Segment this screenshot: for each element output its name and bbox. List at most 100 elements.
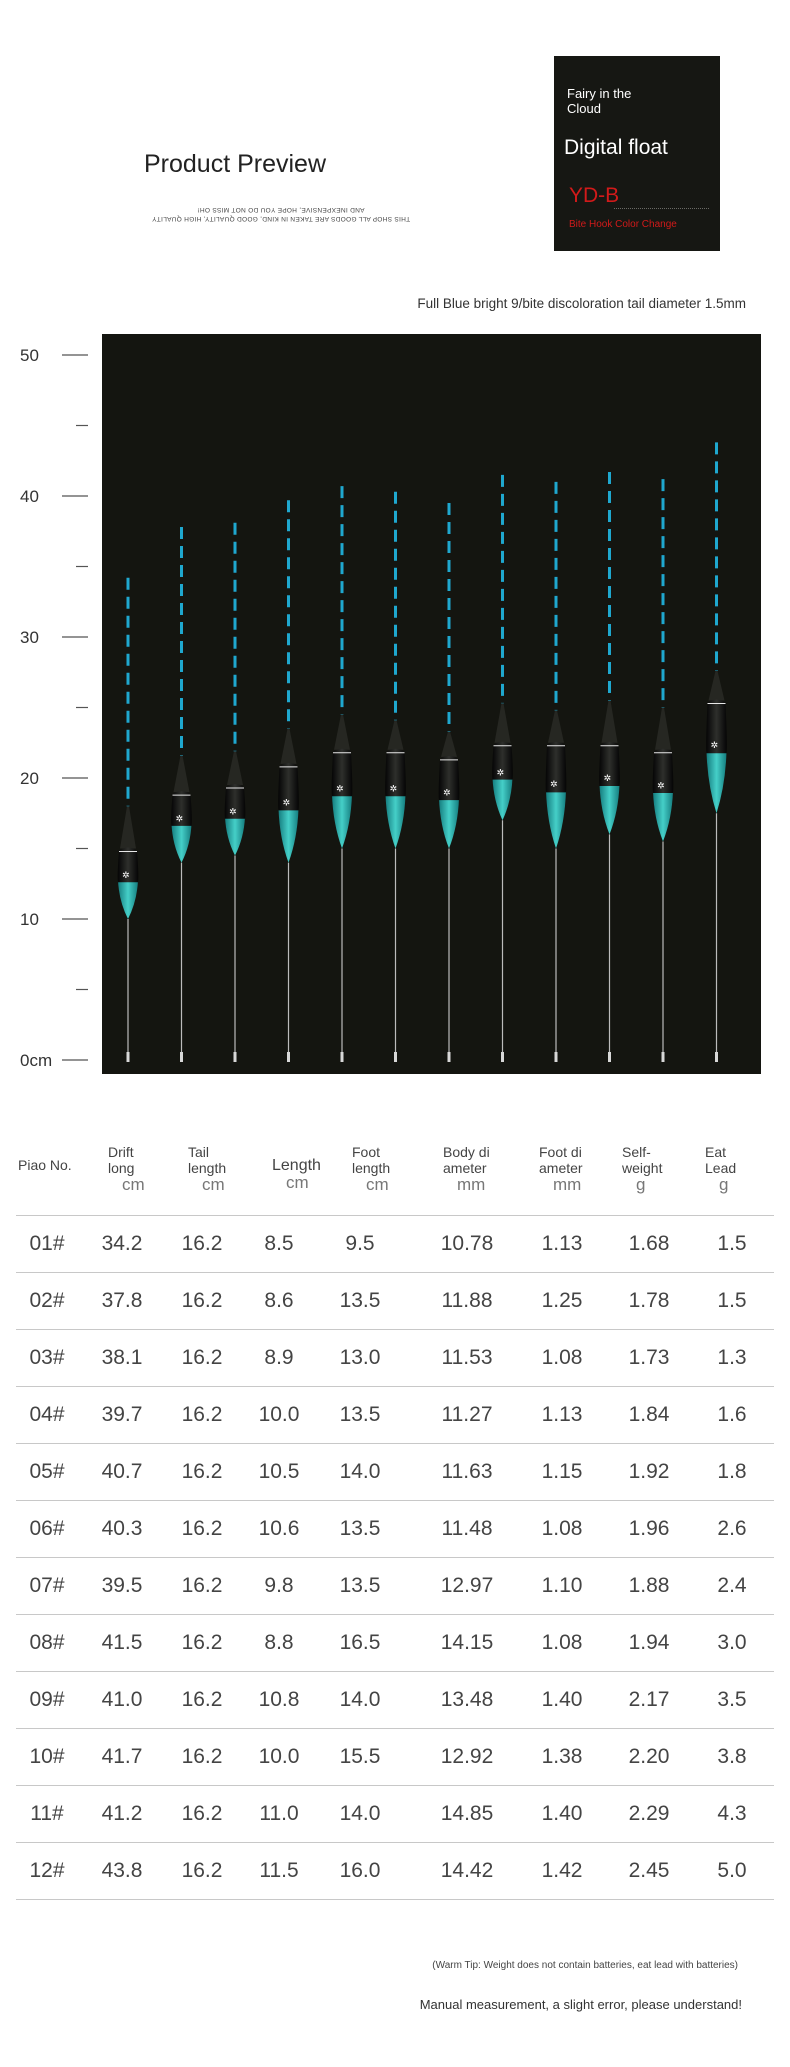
column-header-label: Eat Lead (705, 1144, 737, 1176)
table-cell: 11.53 (441, 1346, 493, 1369)
table-cell: 1.38 (541, 1745, 583, 1768)
table-cell: 1.5 (717, 1232, 747, 1255)
float-upper-body (599, 741, 620, 786)
table-cell: 3.8 (717, 1745, 747, 1768)
table-cell: 10.8 (258, 1688, 300, 1711)
float-logo: ✲ (443, 788, 451, 798)
float-b05: ✲ (331, 486, 353, 1062)
table-cell: 16.2 (181, 1460, 223, 1483)
table-cell: 1.3 (717, 1346, 747, 1369)
table-cell: 14.85 (440, 1802, 494, 1825)
table-cell: 09# (29, 1688, 65, 1711)
table-cell: 1.08 (541, 1517, 583, 1540)
float-b08: ✲ (492, 474, 513, 1062)
column-header-label: Drift long (108, 1144, 135, 1176)
column-header: Drift long cm (108, 1144, 152, 1193)
table-cell: 16.2 (181, 1346, 223, 1369)
table-cell: 11.48 (441, 1517, 493, 1540)
table-cell: 10.0 (258, 1745, 300, 1768)
float-logo: ✲ (657, 781, 665, 791)
float-neck (494, 703, 511, 743)
float-stem-tip (287, 1052, 290, 1062)
float-upper-body (492, 741, 513, 780)
float-body (599, 783, 620, 835)
table-header: Piao No. Drift long cm Tail length cm Length c… (16, 1130, 774, 1216)
table-cell: 16.2 (181, 1859, 223, 1882)
float-stem-tip (715, 1052, 718, 1062)
table-cell: 1.15 (541, 1460, 583, 1483)
table-cell: 03# (29, 1346, 65, 1369)
float-b02: ✲ (171, 527, 192, 1062)
table-cell: 1.8 (717, 1460, 747, 1483)
column-header-unit: cm (366, 1175, 389, 1194)
table-cell: 10.6 (258, 1517, 300, 1540)
float-logo: ✲ (604, 774, 612, 784)
table-cell: 16.2 (181, 1574, 223, 1597)
table-cell: 16.2 (181, 1403, 223, 1426)
table-cell: 9.5 (345, 1232, 375, 1255)
float-logo: ✲ (336, 784, 344, 794)
column-header-label: Self-weight (622, 1144, 663, 1176)
float-body (706, 751, 727, 814)
float-body (439, 798, 459, 849)
column-header: Eat Lead g (705, 1144, 739, 1193)
column-header-label: Body di ameter (443, 1144, 490, 1176)
table-cell: 1.25 (541, 1289, 583, 1312)
table-cell: 41.2 (101, 1802, 143, 1825)
table-cell: 11.0 (259, 1802, 299, 1825)
chart-background (102, 334, 761, 1074)
float-upper-body (385, 748, 406, 797)
float-neck (708, 670, 725, 701)
table-cell: 11# (30, 1802, 64, 1825)
float-stem-tip (394, 1052, 397, 1062)
table-cell: 16.2 (181, 1688, 223, 1711)
table-cell: 2.20 (628, 1745, 670, 1768)
float-neck (387, 720, 404, 750)
table-row: 09# 41.0 16.2 10.8 14.0 13.48 1.40 2.17 3.5 (16, 1672, 774, 1729)
float-body (278, 808, 299, 863)
float-upper-body (438, 755, 460, 801)
float-b10: ✲ (599, 472, 620, 1062)
table-cell: 16.5 (339, 1631, 381, 1654)
table-cell: 13.0 (339, 1346, 381, 1369)
table-cell: 14.42 (440, 1859, 494, 1882)
upside-down-note: THIS SHOP ALL GOODS ARE TAKEN IN KIND, G… (151, 206, 411, 222)
float-neck (120, 806, 136, 849)
float-stem-tip (340, 1052, 344, 1062)
float-body (332, 794, 352, 849)
table-cell: 5.0 (717, 1859, 747, 1882)
table-cell: 4.3 (717, 1802, 747, 1825)
table-cell: 12.97 (440, 1574, 494, 1597)
float-b04: ✲ (278, 500, 299, 1062)
float-neck (334, 714, 350, 750)
float-neck (441, 731, 457, 757)
spec-table: Piao No. Drift long cm Tail length cm Length c… (16, 1130, 774, 1900)
card-divider (614, 208, 709, 209)
table-cell: 1.40 (541, 1688, 583, 1711)
float-upper-body (331, 748, 353, 797)
table-cell: 16.2 (181, 1631, 223, 1654)
table-cell: 1.84 (628, 1403, 670, 1426)
table-cell: 1.78 (628, 1289, 670, 1312)
card-brand-line2: Cloud (567, 101, 601, 116)
warm-tip: (Warm Tip: Weight does not contain batte… (432, 1960, 738, 1971)
column-header: Self-weight g (622, 1144, 678, 1193)
table-cell: 14.0 (339, 1460, 381, 1483)
table-row: 01# 34.2 16.2 8.5 9.5 10.78 1.13 1.68 1.5 (16, 1216, 774, 1273)
table-body: 01# 34.2 16.2 8.5 9.5 10.78 1.13 1.68 1.5 02# 37.8… (16, 1216, 774, 1900)
y-axis: 0cm 10 20 30 40 50 (20, 346, 88, 1070)
float-body (492, 777, 513, 821)
table-cell: 2.17 (628, 1688, 670, 1711)
column-header: Tail length cm (188, 1144, 238, 1193)
y-tick-label: 10 (20, 910, 39, 929)
float-upper-body (171, 791, 192, 826)
table-cell: 2.4 (717, 1574, 747, 1597)
float-body (118, 880, 138, 919)
float-body (385, 794, 406, 849)
float-neck (601, 700, 618, 743)
float-upper-body (278, 762, 299, 811)
float-b12: ✲ (706, 442, 727, 1062)
table-cell: 41.0 (101, 1688, 143, 1711)
table-row: 11# 41.2 16.2 11.0 14.0 14.85 1.40 2.29 4.3 (16, 1786, 774, 1843)
table-cell: 13.5 (339, 1403, 381, 1426)
